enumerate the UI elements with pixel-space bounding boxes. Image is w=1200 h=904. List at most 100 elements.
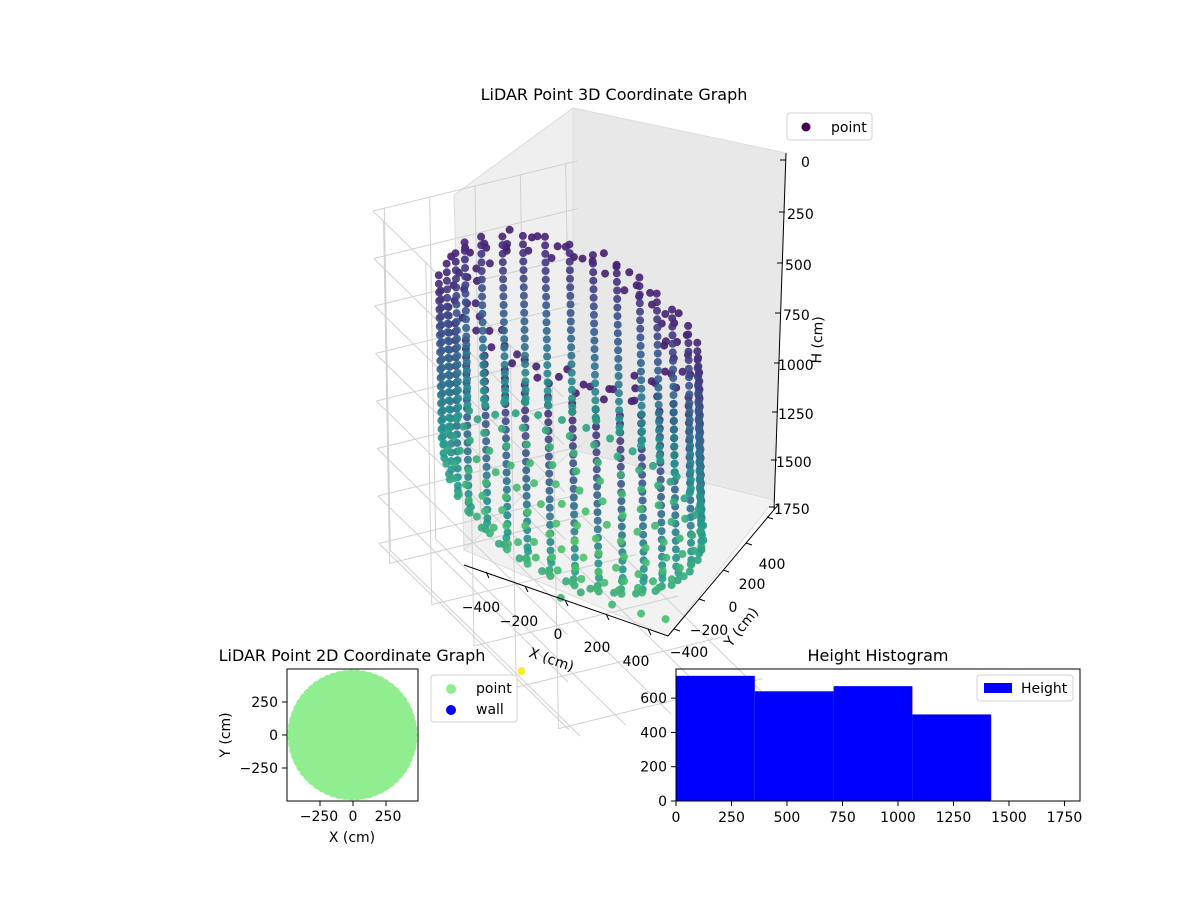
point-3d [436, 373, 445, 382]
point-3d [670, 425, 679, 434]
point-3d [566, 283, 575, 292]
point-3d [461, 281, 470, 290]
point-3d [588, 251, 597, 260]
point-3d [485, 446, 494, 455]
y-axis-label-2d: Y (cm) [218, 712, 234, 758]
point-3d [568, 425, 577, 433]
point-3d [569, 476, 578, 485]
point-3d [498, 258, 507, 267]
point-3d [435, 305, 444, 314]
chart-2d: LiDAR Point 2D Coordinate Graph −250 0 2… [218, 646, 518, 846]
point-3d [520, 317, 529, 326]
point-3d [500, 352, 509, 361]
grid-back-z [377, 495, 569, 683]
point-3d [672, 472, 681, 481]
legend-hist-swatch [984, 683, 1012, 693]
point-3d [478, 326, 487, 335]
point-3d [598, 497, 607, 506]
point-3d [436, 356, 445, 365]
point-3d [694, 407, 703, 416]
point-3d [512, 483, 521, 492]
legend-hist: Height [976, 674, 1074, 702]
point-3d [437, 408, 446, 417]
point-3d [522, 466, 531, 475]
point-3d [524, 547, 532, 556]
point-3d [454, 403, 463, 412]
point-3d [686, 433, 694, 442]
point-3d [521, 360, 530, 369]
y-tick-label: 0 [658, 794, 667, 810]
point-3d [558, 416, 566, 424]
point-3d [519, 266, 528, 275]
point-3d [618, 490, 626, 499]
point-3d [651, 521, 659, 530]
point-3d [553, 566, 562, 575]
legend-hist-label: Height [1021, 681, 1068, 697]
point-3d [536, 500, 545, 509]
point-3d [522, 555, 531, 564]
point-3d [670, 442, 679, 451]
point-3d [521, 432, 530, 440]
point-3d [460, 255, 469, 264]
point-3d [450, 474, 459, 483]
point-3d [473, 415, 482, 424]
point-3d [638, 436, 647, 444]
point-3d [613, 312, 622, 321]
point-3d [565, 249, 574, 258]
point-3d [617, 522, 626, 531]
point-3d [464, 507, 473, 515]
point-3d [522, 491, 531, 500]
point-3d [613, 320, 622, 329]
point-3d [461, 264, 470, 272]
point-3d [566, 326, 575, 335]
chart-histogram: Height Histogram 0 250 500 750 1000 1250 1500 1… [640, 646, 1082, 826]
point-3d [593, 491, 602, 500]
point-3d [596, 477, 604, 486]
y-tick-mark [722, 569, 730, 573]
point-3d [694, 390, 703, 398]
point-3d [639, 564, 648, 573]
point-3d [615, 414, 624, 423]
point-3d [437, 399, 445, 408]
point-3d [594, 542, 603, 551]
point-3d [594, 559, 603, 568]
point-3d [543, 344, 551, 352]
point-3d [654, 409, 663, 418]
point-3d [526, 459, 534, 468]
point-3d [630, 396, 639, 405]
point-3d [485, 529, 494, 538]
point-3d [464, 466, 473, 475]
point-3d [620, 552, 628, 561]
point-3d [685, 407, 694, 416]
point-3d [654, 481, 663, 490]
point-3d [447, 465, 456, 474]
point-3d [653, 323, 662, 332]
point-3d [696, 492, 704, 501]
point-3d [478, 318, 487, 327]
point-3d [679, 572, 688, 581]
point-3d [599, 249, 608, 258]
point-3d [435, 288, 444, 297]
point-3d [589, 310, 598, 319]
x-tick-label: 0 [554, 627, 563, 643]
ticks-2d: −250 0 250 250 0 −250 X (cm) Y (cm) [218, 695, 401, 846]
point-3d [502, 441, 511, 450]
point-3d [696, 527, 705, 536]
point-3d [463, 447, 472, 456]
point-3d [592, 584, 601, 593]
point-3d [500, 398, 509, 407]
point-3d [500, 343, 509, 352]
legend-3d-box [786, 112, 873, 141]
point-3d [616, 445, 625, 454]
point-3d [684, 356, 693, 365]
point-3d [570, 510, 579, 519]
point-3d [612, 269, 621, 278]
point-3d [635, 273, 644, 282]
point-3d [478, 301, 487, 310]
point-3d [519, 291, 528, 300]
point-3d [451, 257, 460, 266]
point-3d [502, 477, 511, 486]
point-3d [590, 319, 599, 328]
point-3d [445, 405, 454, 414]
point-3d [630, 371, 639, 380]
